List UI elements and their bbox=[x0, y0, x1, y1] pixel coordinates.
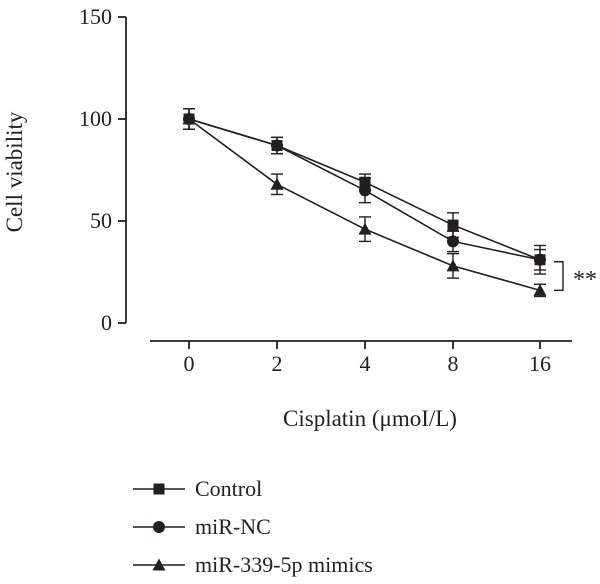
triangle-marker-icon bbox=[133, 558, 185, 571]
y-tick-label: 0 bbox=[101, 310, 112, 335]
data-point-circle bbox=[271, 139, 283, 152]
significance-bracket bbox=[554, 261, 564, 292]
y-axis: 0 50 100 150 bbox=[79, 4, 127, 335]
series-mir-339-5p-mimics bbox=[182, 108, 547, 298]
series-layer bbox=[182, 108, 547, 298]
x-tick-label: 4 bbox=[360, 351, 371, 376]
data-point-triangle bbox=[446, 259, 460, 272]
data-point-triangle bbox=[358, 222, 372, 235]
data-point-triangle bbox=[270, 177, 284, 190]
x-tick-label: 16 bbox=[529, 351, 551, 376]
data-point-circle bbox=[534, 253, 546, 266]
data-point-triangle bbox=[182, 112, 196, 125]
annotation-layer: ** bbox=[554, 261, 597, 293]
x-axis: 0 2 4 8 16 bbox=[150, 340, 572, 376]
circle-marker-icon bbox=[133, 521, 185, 533]
x-tick-label: 0 bbox=[184, 351, 195, 376]
legend-label: miR-339-5p mimics bbox=[195, 552, 373, 577]
legend-item-mir-nc: miR-NC bbox=[133, 508, 453, 546]
legend-item-mir-339-5p-mimics: miR-339-5p mimics bbox=[133, 546, 453, 584]
data-point-square bbox=[447, 219, 459, 231]
significance-label: ** bbox=[573, 267, 597, 293]
x-tick-label: 2 bbox=[272, 351, 283, 376]
data-point-circle bbox=[447, 235, 459, 248]
y-tick-label: 100 bbox=[79, 106, 112, 131]
data-point-triangle bbox=[533, 283, 547, 296]
legend: Control miR-NC miR-339-5p mimics bbox=[133, 470, 453, 584]
legend-item-control: Control bbox=[133, 470, 453, 508]
y-tick-label: 50 bbox=[90, 208, 112, 233]
line-chart: 0 50 100 150 0 2 4 8 16 Cell viability Cisplati… bbox=[2, 4, 597, 431]
legend-label: miR-NC bbox=[195, 514, 271, 539]
square-marker-icon bbox=[133, 483, 185, 495]
y-axis-label: Cell viability bbox=[2, 111, 27, 232]
y-tick-label: 150 bbox=[79, 4, 112, 29]
data-point-circle bbox=[359, 184, 371, 197]
legend-label: Control bbox=[195, 476, 263, 501]
series-line bbox=[188, 118, 541, 292]
x-tick-label: 8 bbox=[448, 351, 459, 376]
series-mir-nc bbox=[183, 108, 546, 271]
x-axis-label: Cisplatin (μmoI/L) bbox=[283, 406, 457, 431]
